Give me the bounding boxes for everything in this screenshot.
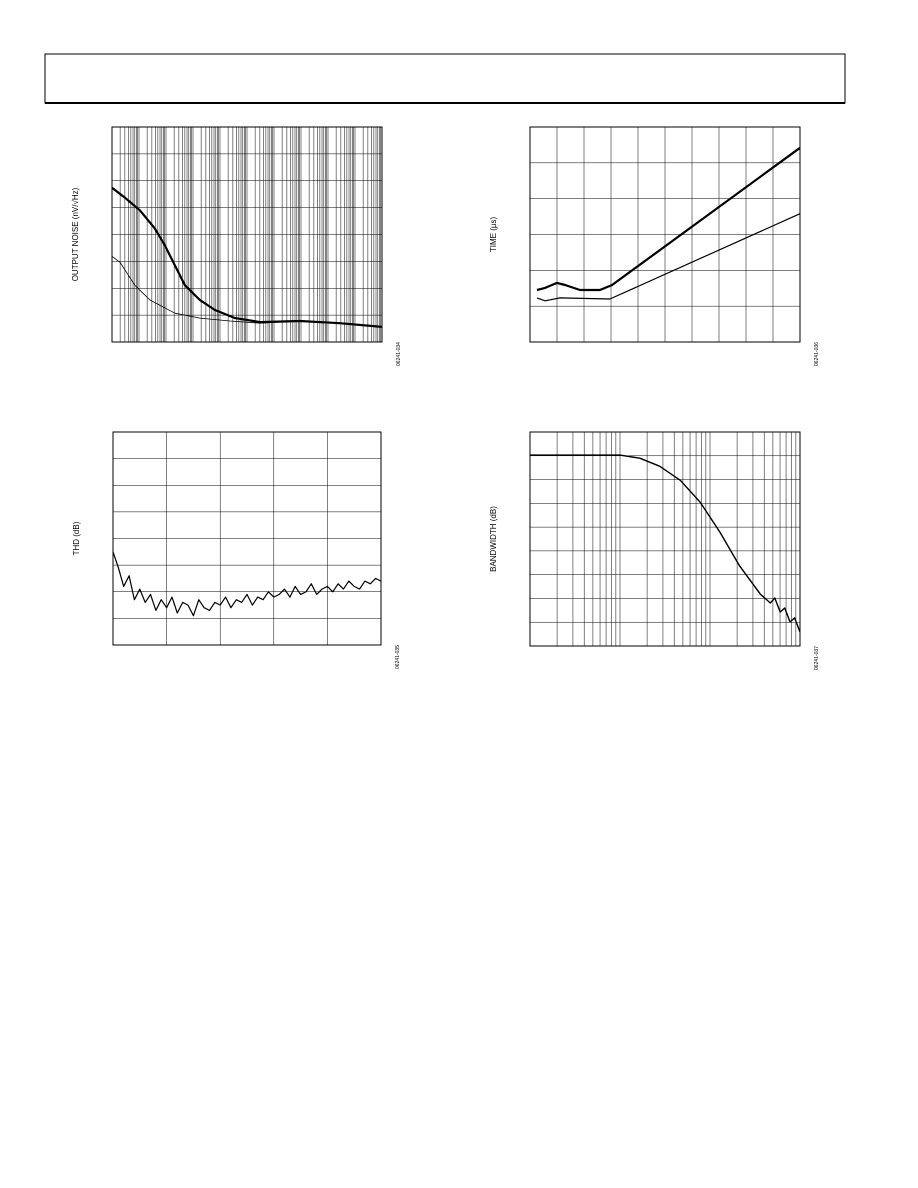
data-line	[111, 255, 383, 328]
data-line	[536, 213, 801, 302]
y-axis-label: TIME (µs)	[489, 217, 498, 253]
header-box	[44, 53, 846, 104]
plot-frame	[111, 126, 383, 343]
plot-frame	[529, 431, 801, 647]
data-line	[112, 551, 382, 617]
figure-code: 06241-037	[814, 646, 820, 670]
figure-code: 06241-036	[814, 342, 820, 366]
plot-frame	[112, 431, 382, 646]
data-line	[536, 146, 801, 292]
y-axis-label: BANDWIDTH (dB)	[489, 506, 498, 572]
figure-code: 06241-034	[396, 342, 402, 366]
plot-frame	[529, 126, 801, 343]
figure-code: 06241-035	[395, 645, 401, 669]
y-axis-label: THD (dB)	[72, 521, 81, 555]
y-axis-label: OUTPUT NOISE (nV/√Hz)	[71, 187, 80, 281]
data-line	[530, 454, 801, 633]
